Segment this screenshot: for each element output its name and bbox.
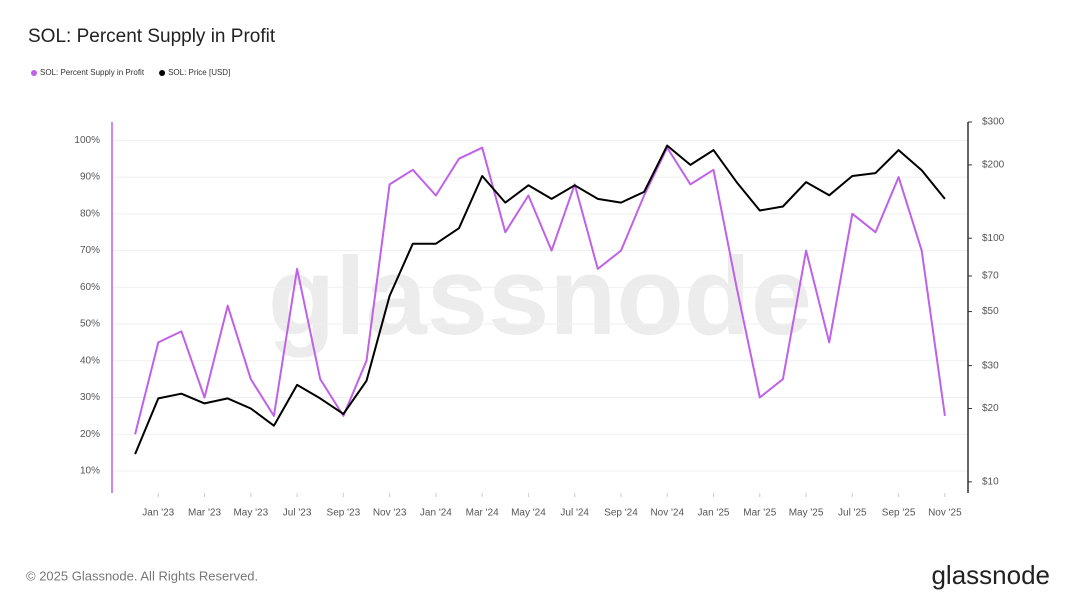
y2-tick-label: $100 bbox=[982, 233, 1005, 244]
y-tick-label: 20% bbox=[80, 429, 100, 440]
y2-tick-label: $300 bbox=[982, 117, 1005, 128]
x-tick-label: Mar '24 bbox=[466, 508, 499, 519]
x-tick-label: Jan '24 bbox=[420, 508, 452, 519]
y2-tick-label: $10 bbox=[982, 476, 999, 487]
brand-logo: glassnode bbox=[931, 560, 1050, 590]
series-line bbox=[134, 146, 946, 435]
series-line bbox=[134, 144, 946, 455]
x-tick-label: Sep '25 bbox=[882, 508, 916, 519]
x-tick-label: Jan '25 bbox=[698, 508, 730, 519]
y-tick-label: 40% bbox=[80, 355, 100, 366]
x-tick-label: Nov '25 bbox=[928, 508, 962, 519]
y-tick-label: 90% bbox=[80, 172, 100, 183]
y2-tick-label: $200 bbox=[982, 160, 1005, 171]
x-tick-label: Sep '24 bbox=[604, 508, 638, 519]
y2-tick-label: $20 bbox=[982, 403, 999, 414]
x-tick-label: Jan '23 bbox=[142, 508, 174, 519]
legend-label: SOL: Price [USD] bbox=[168, 68, 230, 77]
x-tick-label: Mar '25 bbox=[743, 508, 776, 519]
x-tick-label: Jul '24 bbox=[560, 508, 589, 519]
chart-title: SOL: Percent Supply in Profit bbox=[28, 26, 276, 47]
y2-tick-label: $70 bbox=[982, 271, 999, 282]
legend-label: SOL: Percent Supply in Profit bbox=[40, 68, 145, 77]
y-tick-label: 60% bbox=[80, 282, 100, 293]
y-tick-label: 10% bbox=[80, 466, 100, 477]
x-tick-label: Jul '23 bbox=[283, 508, 312, 519]
y-tick-label: 30% bbox=[80, 392, 100, 403]
y-tick-label: 70% bbox=[80, 245, 100, 256]
x-tick-label: Mar '23 bbox=[188, 508, 221, 519]
x-tick-label: Nov '24 bbox=[650, 508, 684, 519]
y-tick-label: 50% bbox=[80, 319, 100, 330]
x-tick-label: May '25 bbox=[789, 508, 824, 519]
x-tick-label: May '23 bbox=[233, 508, 268, 519]
watermark: glassnode bbox=[268, 235, 812, 358]
x-tick-label: May '24 bbox=[511, 508, 546, 519]
y-tick-label: 100% bbox=[74, 135, 100, 146]
y2-tick-label: $30 bbox=[982, 360, 999, 371]
x-tick-label: Nov '23 bbox=[373, 508, 407, 519]
footer: © 2025 Glassnode. All Rights Reserved. bbox=[26, 568, 258, 583]
legend-marker bbox=[31, 70, 37, 76]
x-tick-label: Sep '23 bbox=[327, 508, 361, 519]
x-tick-label: Jul '25 bbox=[838, 508, 867, 519]
y2-tick-label: $50 bbox=[982, 306, 999, 317]
y-tick-label: 80% bbox=[80, 208, 100, 219]
legend-marker bbox=[159, 70, 166, 76]
